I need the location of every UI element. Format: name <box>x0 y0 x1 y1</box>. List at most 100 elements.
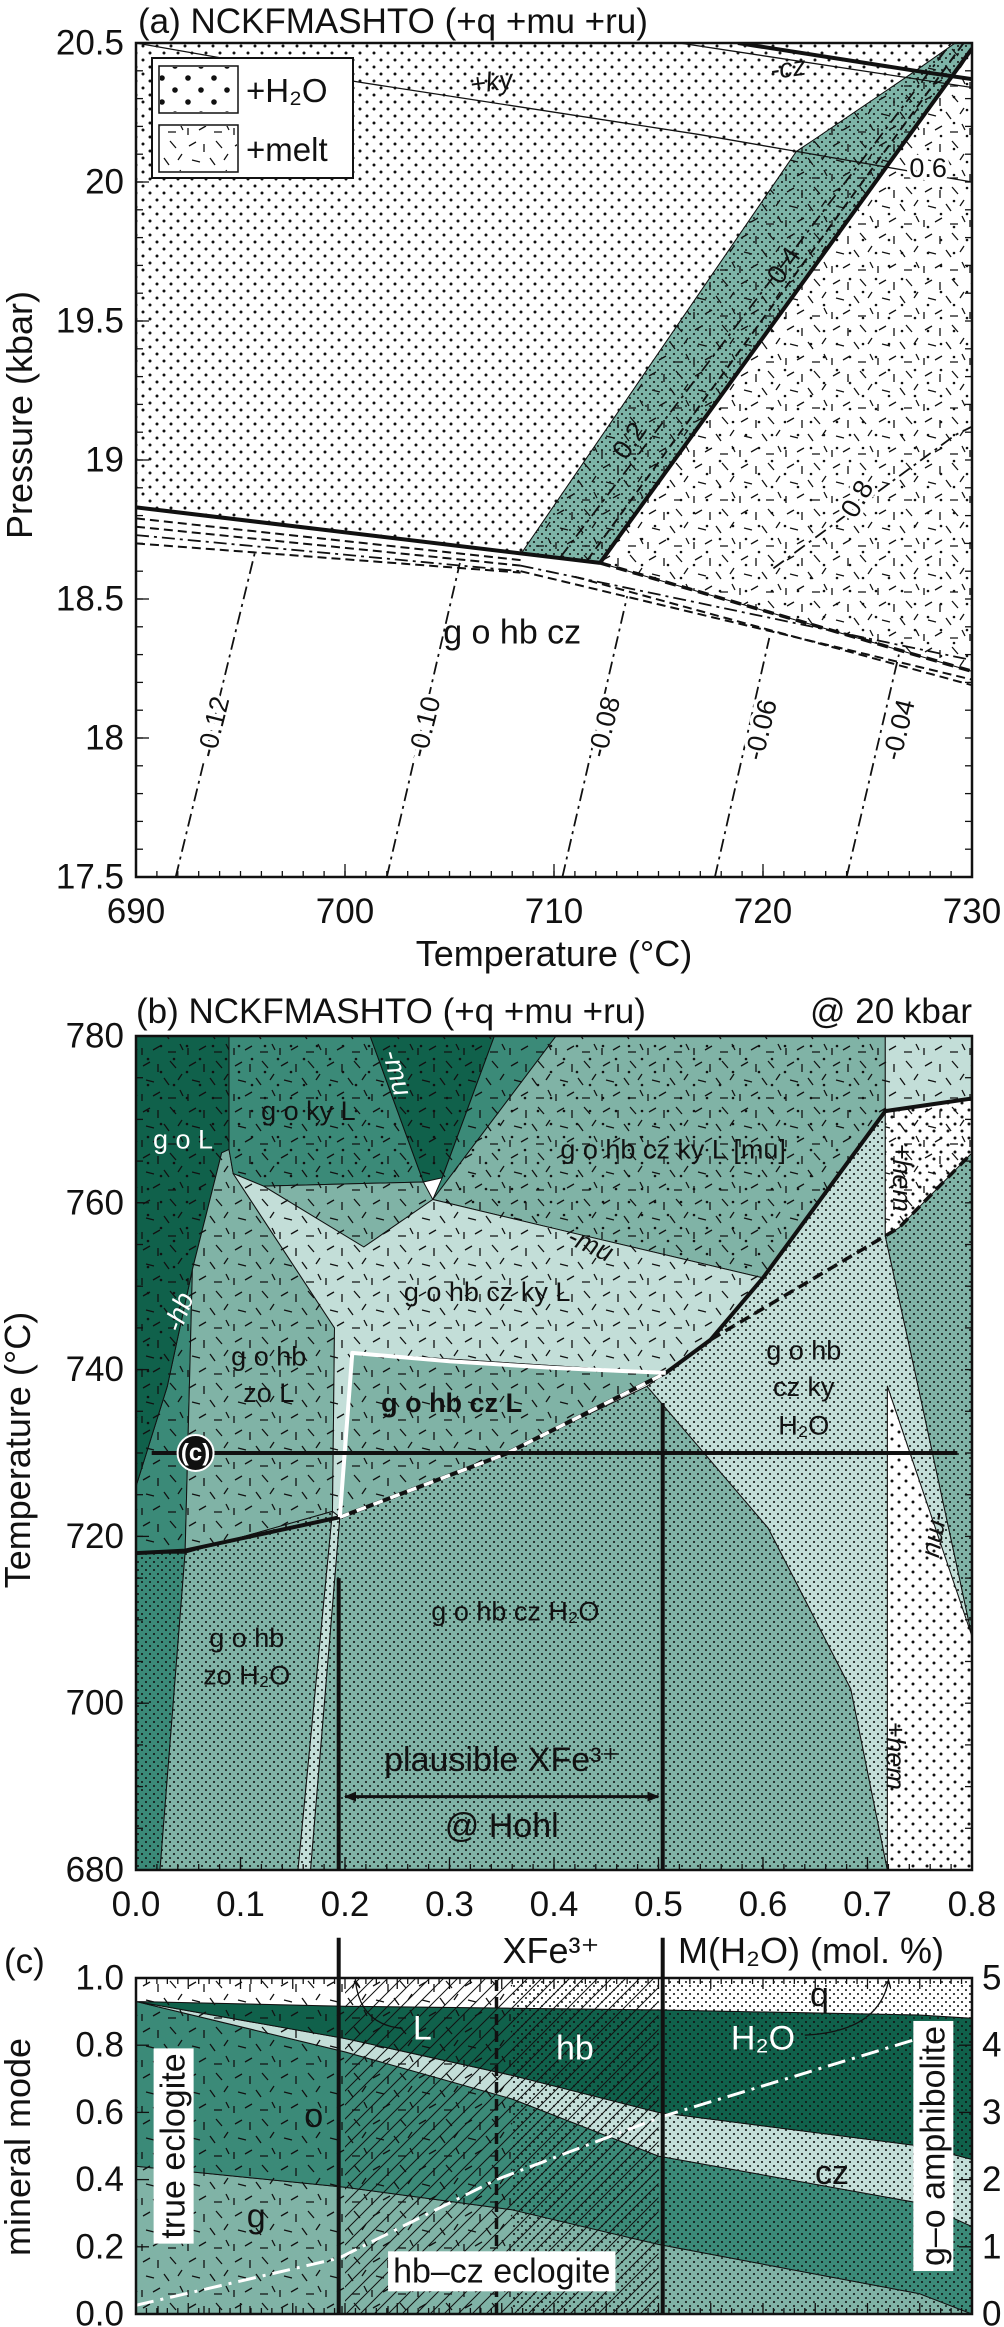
boundary-line-dashed <box>136 542 521 574</box>
x-tick-label: 700 <box>316 892 374 931</box>
boundary-line-dashdot <box>174 551 256 877</box>
label-box <box>153 2048 194 2244</box>
pattern-finedots <box>298 1511 340 1870</box>
x-tick-label: 0.3 <box>425 1885 474 1924</box>
x-axis-label: Temperature (°C) <box>416 933 692 974</box>
boundary-line-dashed <box>574 575 972 687</box>
y2-tick-label: 0 <box>982 2295 1001 2327</box>
y2-tick-label: 5 <box>982 1959 1001 1998</box>
boundary-line-dashdot <box>559 43 952 558</box>
y-tick-label: 20 <box>85 163 124 202</box>
x-tick-label: 0.2 <box>321 1885 370 1924</box>
field-label: g o hb cz ky L <box>404 1277 571 1307</box>
pattern-finedots <box>310 1386 888 1870</box>
y-tick-label: 0.0 <box>75 2295 124 2327</box>
x-tick-label: 0.8 <box>948 1885 997 1924</box>
panel-title: (b) NCKFMASHTO (+q +mu +ru) <box>136 992 646 1031</box>
x-tick-label: 0.4 <box>530 1885 579 1924</box>
x-tick-label: 0.0 <box>112 1885 161 1924</box>
y2-tick-label: 4 <box>982 2026 1001 2065</box>
pattern-sparsedots <box>229 1036 424 1187</box>
x-tick-label: 730 <box>943 892 1001 931</box>
pointer-arrow <box>355 1981 403 2030</box>
x-tick-label: 0.5 <box>634 1885 683 1924</box>
field-label: o <box>304 2097 323 2135</box>
boundary-line-dashdot <box>561 595 629 877</box>
x-tick-label: 720 <box>734 892 792 931</box>
y-tick-label: 18.5 <box>56 580 124 619</box>
field-label: @ Hohl <box>445 1807 559 1845</box>
y-tick-label: 740 <box>66 1350 124 1389</box>
pattern-dashes <box>136 1269 193 1554</box>
field-label: plausible XFe³⁺ <box>384 1741 619 1779</box>
y2-tick-label: 3 <box>982 2093 1001 2132</box>
pattern-dashes <box>885 1098 972 1237</box>
y-tick-label: 20.5 <box>56 24 124 63</box>
boundary-line-white <box>337 1350 666 1518</box>
pattern-sparsedots <box>370 1036 495 1182</box>
pattern-sparsedots <box>432 1036 886 1278</box>
pattern-finedots <box>885 1152 972 1637</box>
field-label: H₂O <box>731 2019 795 2057</box>
y-tick-label: 19.5 <box>56 302 124 341</box>
pattern-finedots <box>136 1553 186 1870</box>
field-label: g o hb cz H₂O <box>431 1596 599 1626</box>
boundary-line-thick <box>136 1515 341 1556</box>
pattern-dots <box>887 1386 972 1870</box>
axis-ticks <box>135 1035 973 1871</box>
boundary-line-dashdot <box>136 534 521 573</box>
field-label: g o hb <box>231 1341 306 1371</box>
pattern-dashes <box>339 1352 666 1518</box>
boundary-line-whitedash <box>339 1371 667 1519</box>
boundary-line-dashed <box>136 525 521 567</box>
field-label: g o hb <box>766 1335 841 1365</box>
legend-swatch-pattern <box>160 67 237 112</box>
axis-ticks <box>135 1977 973 2315</box>
field-label: hb <box>556 2030 594 2068</box>
pattern-dashes <box>885 1036 972 1112</box>
y2-tick-label: 1 <box>982 2227 1001 2266</box>
panel-a: g o hb cz+ky -cz0.60.80.20.4-0.12 -0.10 -0.… <box>0 2 1001 974</box>
boundary-line-thick <box>598 47 972 565</box>
boundary-line-dashed <box>520 570 972 681</box>
x-axis-label: XFe³⁺ <box>502 1930 599 1971</box>
panel-condition: @ 20 kbar <box>810 992 972 1031</box>
y-tick-label: 0.8 <box>75 2026 124 2065</box>
field-label: 0.6 <box>909 153 947 183</box>
y-tick-label: 0.2 <box>75 2227 124 2266</box>
boundary-line-dashdot <box>520 564 972 662</box>
boundary-line-dashed <box>136 517 521 562</box>
label-box <box>388 2251 616 2292</box>
field-label: g o L <box>153 1124 213 1154</box>
y-axis-label: Pressure (kbar) <box>0 291 40 539</box>
y-tick-label: 17.5 <box>56 858 124 897</box>
y-tick-label: 1.0 <box>75 1959 124 1998</box>
boundary-line-thickdash <box>599 561 972 673</box>
field-label: g o hb <box>209 1623 284 1653</box>
y-tick-label: 680 <box>66 1851 124 1890</box>
pattern-dashes <box>520 43 972 563</box>
field-label: zo L <box>243 1378 294 1408</box>
legend-swatch-pattern <box>160 126 237 171</box>
y-tick-label: 700 <box>66 1684 124 1723</box>
field-label: -cz <box>768 51 808 86</box>
y2-axis-label: M(H₂O) (mol. %) <box>678 1930 944 1971</box>
pattern-finedots <box>647 1111 972 1870</box>
boundary-line-thick <box>136 505 601 565</box>
pointer-arrow <box>804 1981 889 2036</box>
field-label: g o hb cz L <box>381 1388 522 1418</box>
boundary-line-dashdot <box>772 425 972 570</box>
panel-title: (c) <box>4 1942 45 1981</box>
field-label: cz ky <box>773 1372 835 1402</box>
y-axis-label: Temperature (°C) <box>0 1312 38 1588</box>
x-tick-label: 0.1 <box>216 1885 265 1924</box>
boundary-line-dashed <box>586 43 965 561</box>
field-label: +ky <box>468 64 516 100</box>
field-label: g o hb cz ky L [mu] <box>560 1134 786 1164</box>
boundary-line-thick <box>709 1096 972 1341</box>
legend: +H₂O +melt <box>151 57 354 179</box>
boundary-line-thickdash <box>709 1151 972 1342</box>
x-tick-label: 710 <box>525 892 583 931</box>
y-tick-label: 0.4 <box>75 2160 124 2199</box>
